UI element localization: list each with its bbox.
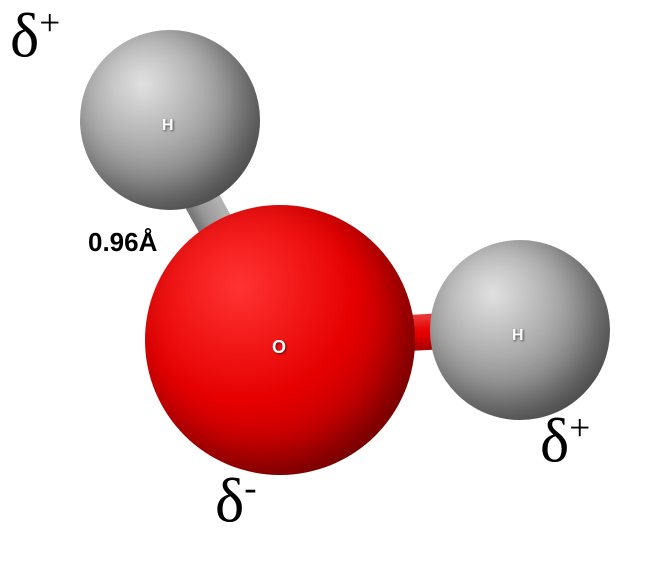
hydrogen-atom-1 (80, 30, 260, 210)
bond-length-annotation: 0.96Å (88, 227, 157, 258)
charge-sign: + (569, 408, 590, 449)
partial-charge-h1: δ+ (10, 5, 60, 68)
oxygen-atom (145, 205, 415, 475)
charge-sign: + (39, 3, 60, 44)
charge-sign: - (244, 468, 256, 509)
partial-charge-h2: δ+ (540, 410, 590, 473)
hydrogen-atom-2 (430, 240, 610, 420)
water-molecule-diagram: H H O 0.96Å δ+ δ+ δ- (0, 0, 650, 567)
delta-symbol: δ (215, 468, 244, 536)
delta-symbol: δ (540, 408, 569, 476)
partial-charge-o: δ- (215, 470, 257, 533)
delta-symbol: δ (10, 3, 39, 71)
